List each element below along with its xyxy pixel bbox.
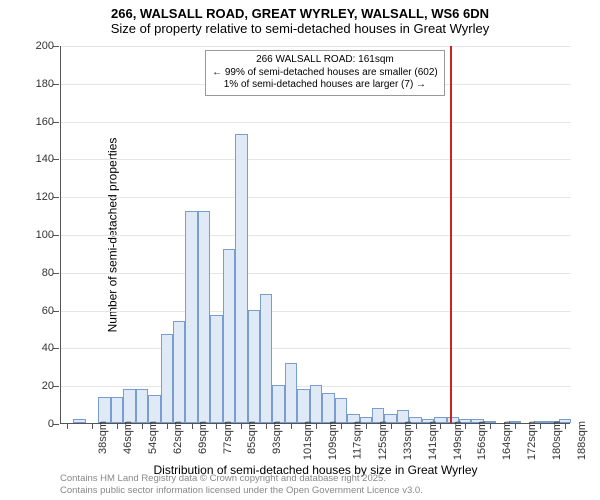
x-tick-label: 156sqm bbox=[477, 421, 489, 460]
footer-line1: Contains HM Land Registry data © Crown c… bbox=[60, 473, 423, 484]
x-tick-label: 125sqm bbox=[377, 421, 389, 460]
chart-title-line2: Size of property relative to semi-detach… bbox=[0, 21, 600, 36]
x-tick bbox=[241, 424, 242, 429]
histogram-bar bbox=[123, 389, 135, 423]
histogram-bar bbox=[310, 385, 322, 423]
y-tick-label: 140 bbox=[24, 153, 54, 165]
x-tick bbox=[316, 424, 317, 429]
x-tick-label: 85sqm bbox=[247, 421, 259, 454]
histogram-bar bbox=[272, 385, 284, 423]
x-tick-label: 149sqm bbox=[452, 421, 464, 460]
annotation-line1: 266 WALSALL ROAD: 161sqm bbox=[212, 54, 438, 67]
x-tick bbox=[167, 424, 168, 429]
annotation-line2: ← 99% of semi-detached houses are smalle… bbox=[212, 67, 438, 80]
x-tick bbox=[440, 424, 441, 429]
histogram-bar bbox=[235, 134, 247, 423]
histogram-bar bbox=[148, 395, 160, 423]
x-tick-label: 46sqm bbox=[122, 421, 134, 454]
x-tick bbox=[465, 424, 466, 429]
x-tick-label: 188sqm bbox=[576, 421, 588, 460]
x-tick bbox=[515, 424, 516, 429]
histogram-bar bbox=[322, 393, 334, 423]
x-tick-label: 62sqm bbox=[172, 421, 184, 454]
y-tick-label: 40 bbox=[24, 342, 54, 354]
x-tick-label: 117sqm bbox=[351, 421, 363, 459]
histogram-bar bbox=[335, 398, 347, 423]
y-tick-label: 160 bbox=[24, 116, 54, 128]
x-tick-label: 180sqm bbox=[551, 421, 563, 460]
x-tick-label: 38sqm bbox=[97, 421, 109, 454]
x-tick-label: 69sqm bbox=[197, 421, 209, 454]
reference-line bbox=[450, 46, 452, 423]
x-tick bbox=[540, 424, 541, 429]
x-tick bbox=[565, 424, 566, 429]
x-tick bbox=[266, 424, 267, 429]
x-tick bbox=[216, 424, 217, 429]
histogram-bar bbox=[111, 397, 123, 423]
grid-line bbox=[61, 235, 571, 236]
histogram-bar bbox=[297, 389, 309, 423]
x-tick bbox=[67, 424, 68, 429]
x-tick bbox=[490, 424, 491, 429]
x-tick bbox=[291, 424, 292, 429]
x-tick bbox=[92, 424, 93, 429]
grid-line bbox=[61, 122, 571, 123]
x-tick-label: 164sqm bbox=[501, 421, 513, 460]
x-tick bbox=[391, 424, 392, 429]
x-tick bbox=[192, 424, 193, 429]
grid-line bbox=[61, 348, 571, 349]
x-tick bbox=[416, 424, 417, 429]
x-tick bbox=[142, 424, 143, 429]
x-tick bbox=[117, 424, 118, 429]
x-tick-label: 133sqm bbox=[402, 421, 414, 460]
histogram-bar bbox=[260, 294, 272, 423]
grid-line bbox=[61, 159, 571, 160]
histogram-bar bbox=[185, 211, 197, 423]
x-tick-label: 101sqm bbox=[302, 421, 314, 460]
y-tick-label: 80 bbox=[24, 267, 54, 279]
grid-line bbox=[61, 46, 571, 47]
histogram-chart: Number of semi-detached properties Distr… bbox=[60, 46, 570, 424]
y-tick-label: 60 bbox=[24, 305, 54, 317]
histogram-bar bbox=[73, 419, 85, 423]
chart-title-line1: 266, WALSALL ROAD, GREAT WYRLEY, WALSALL… bbox=[0, 6, 600, 21]
x-tick-label: 54sqm bbox=[147, 421, 159, 454]
histogram-bar bbox=[248, 310, 260, 423]
y-tick-label: 200 bbox=[24, 40, 54, 52]
y-tick-label: 180 bbox=[24, 78, 54, 90]
annotation-box: 266 WALSALL ROAD: 161sqm← 99% of semi-de… bbox=[205, 50, 445, 96]
histogram-bar bbox=[161, 334, 173, 423]
y-tick-label: 120 bbox=[24, 191, 54, 203]
histogram-bar bbox=[198, 211, 210, 423]
x-tick-label: 172sqm bbox=[526, 421, 538, 460]
footer-line2: Contains public sector information licen… bbox=[60, 485, 423, 496]
histogram-bar bbox=[98, 397, 110, 423]
histogram-bar bbox=[285, 363, 297, 423]
grid-line bbox=[61, 197, 571, 198]
x-tick-label: 93sqm bbox=[271, 421, 283, 454]
histogram-bar bbox=[223, 249, 235, 423]
histogram-bar bbox=[210, 315, 222, 423]
histogram-bar bbox=[136, 389, 148, 423]
x-tick-label: 109sqm bbox=[327, 421, 339, 460]
x-tick-label: 77sqm bbox=[222, 421, 234, 454]
x-tick bbox=[366, 424, 367, 429]
x-tick-label: 141sqm bbox=[427, 421, 439, 460]
histogram-bar bbox=[173, 321, 185, 423]
footer-attribution: Contains HM Land Registry data © Crown c… bbox=[60, 473, 423, 496]
y-tick-label: 100 bbox=[24, 229, 54, 241]
y-tick-label: 20 bbox=[24, 380, 54, 392]
y-tick-label: 0 bbox=[24, 418, 54, 430]
grid-line bbox=[61, 273, 571, 274]
x-tick bbox=[341, 424, 342, 429]
annotation-line3: 1% of semi-detached houses are larger (7… bbox=[212, 79, 438, 92]
grid-line bbox=[61, 311, 571, 312]
